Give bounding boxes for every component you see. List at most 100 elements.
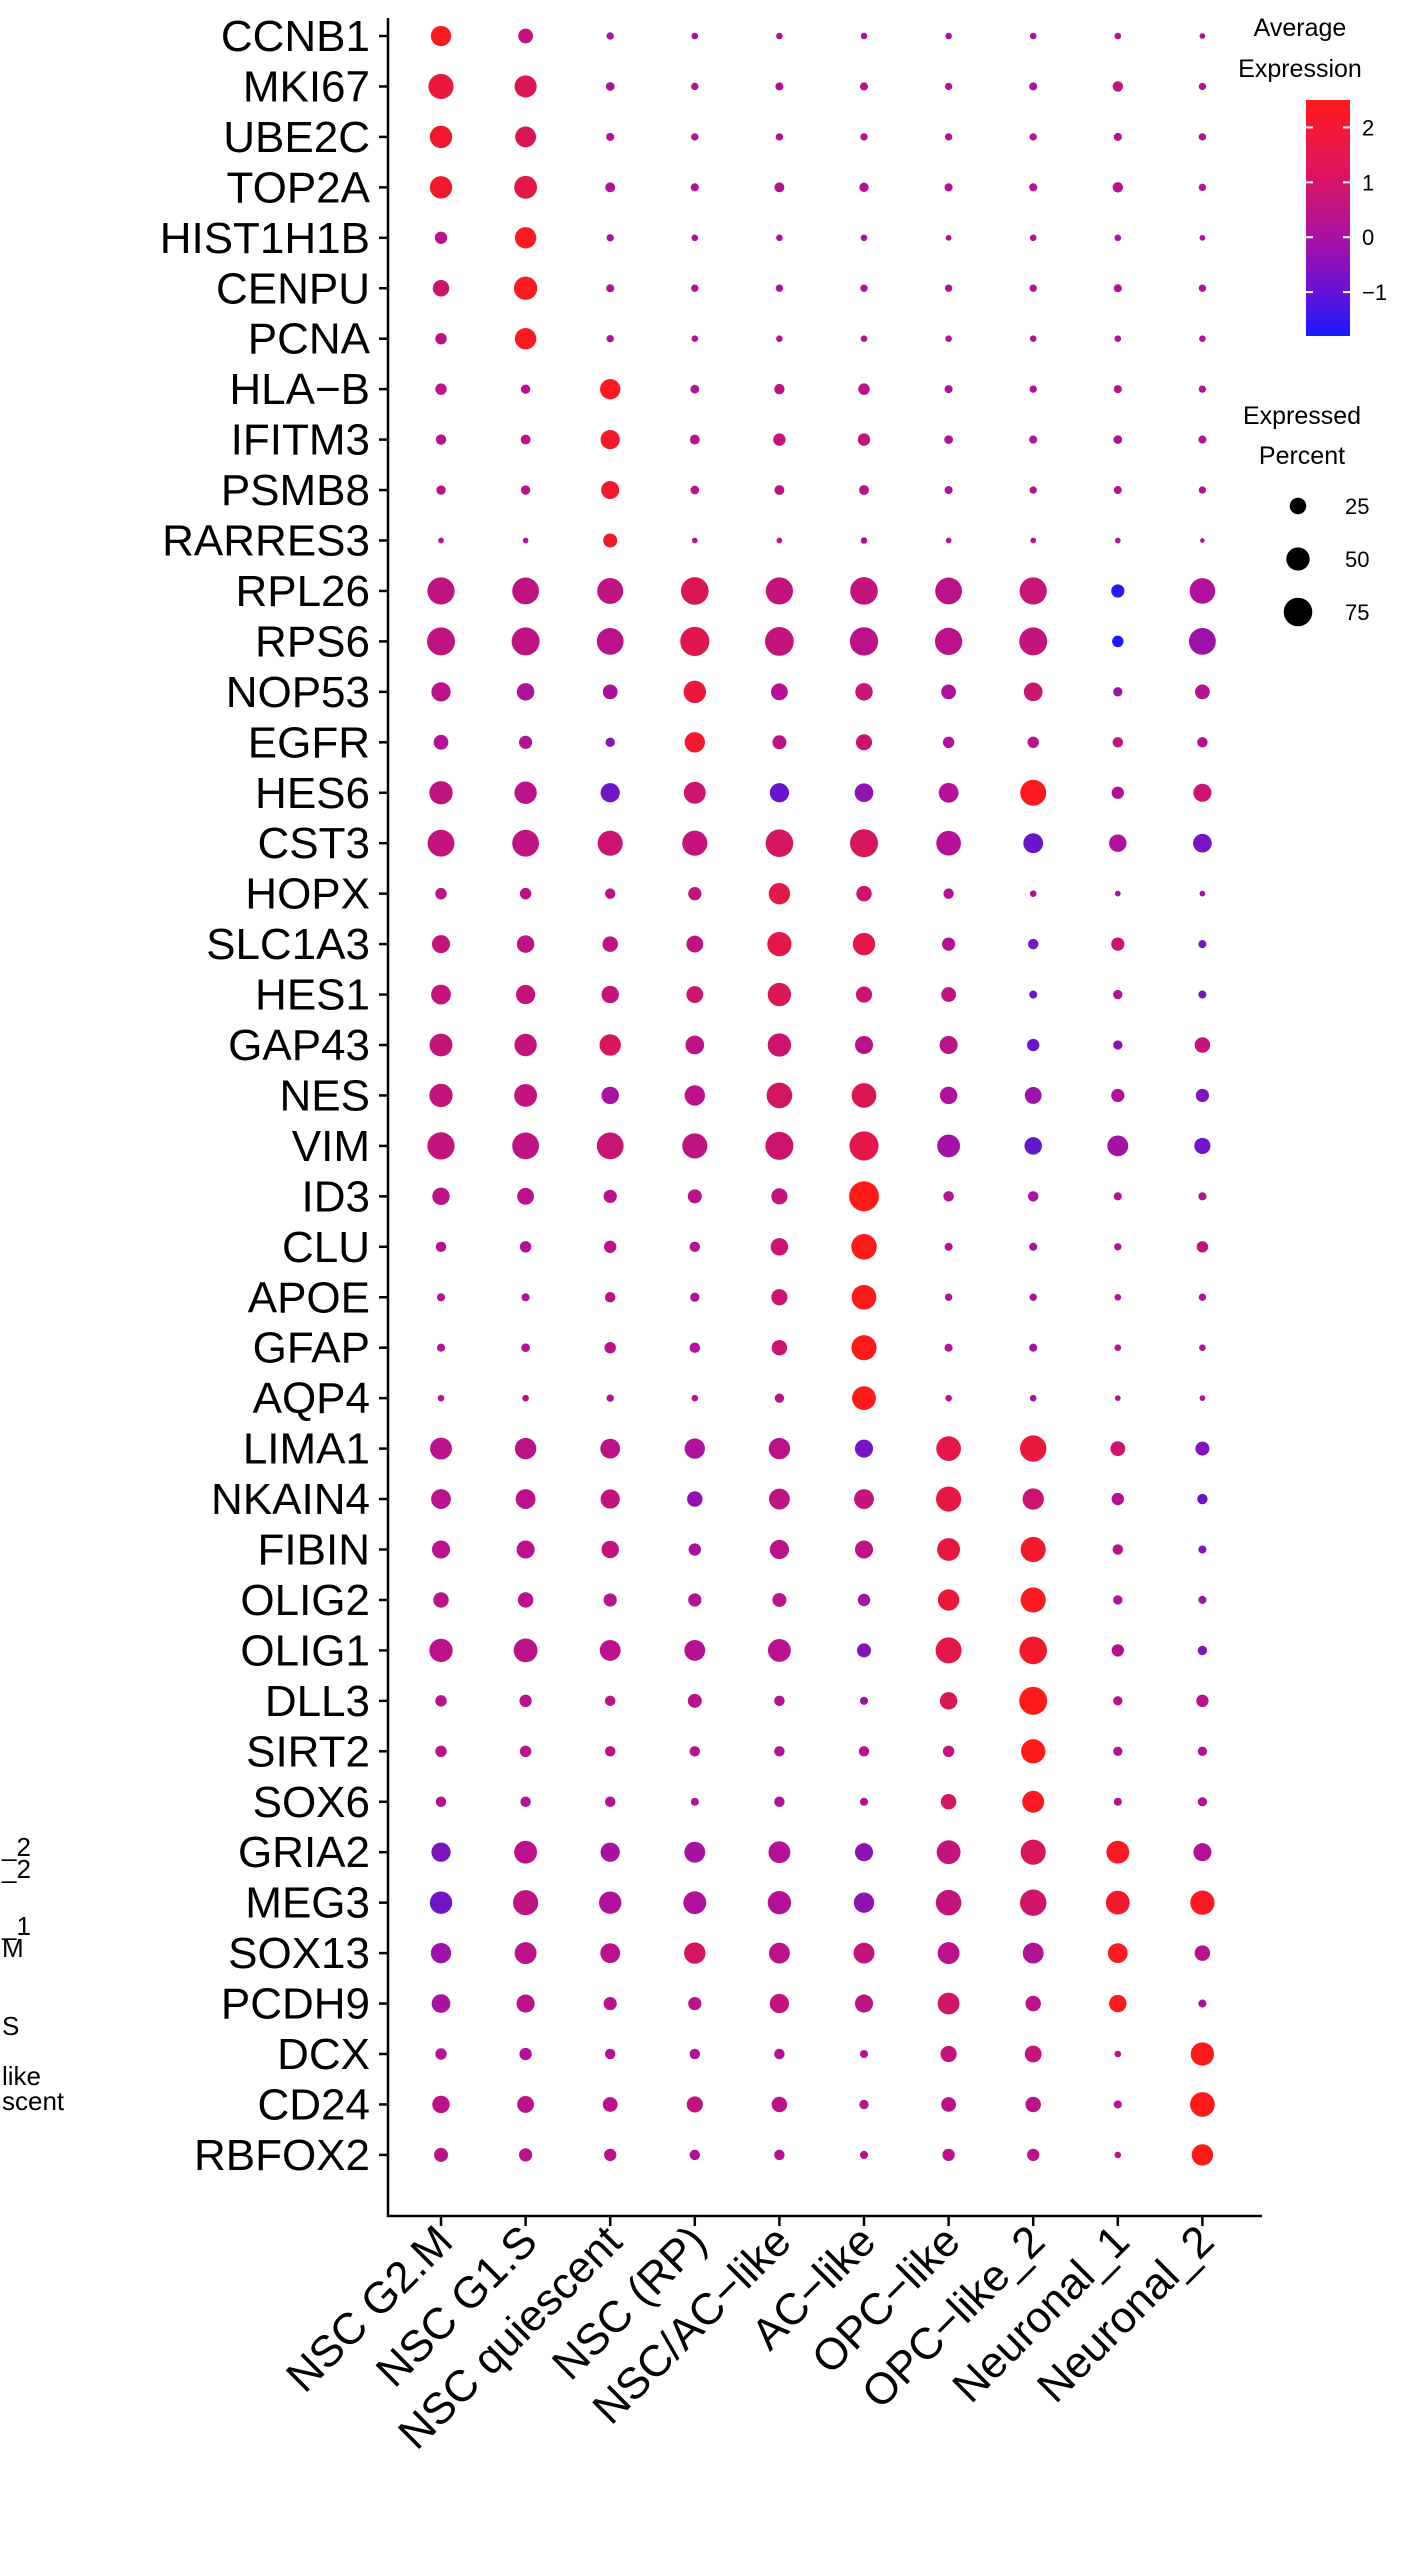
dot-rps6-6 <box>934 627 963 656</box>
dot-ifitm3-4 <box>773 433 786 446</box>
dot-hist1h1b-7 <box>1029 234 1037 242</box>
dot-hes6-8 <box>1111 786 1124 799</box>
dot-nkain4-5 <box>854 1489 874 1509</box>
gene-label: ID3 <box>302 1172 370 1221</box>
gene-label: FIBIN <box>258 1526 370 1575</box>
dot-hopx-5 <box>856 885 872 902</box>
dot-nop53-0 <box>431 682 451 702</box>
dot-nop53-9 <box>1195 684 1210 700</box>
dot-hopx-1 <box>519 887 532 900</box>
dot-ccnb1-1 <box>518 28 533 44</box>
gene-label: HLA−B <box>229 365 370 414</box>
gene-label: CD24 <box>258 2080 371 2129</box>
dot-pcna-5 <box>860 335 868 343</box>
dot-gria2-7 <box>1020 1839 1046 1865</box>
dot-hla−b-8 <box>1113 385 1122 394</box>
dot-top2a-9 <box>1198 183 1207 192</box>
gene-label: TOP2A <box>227 163 371 212</box>
dot-fibin-2 <box>601 1540 619 1559</box>
dot-ube2c-1 <box>515 126 537 148</box>
dot-clu-1 <box>519 1241 532 1253</box>
dot-sox13-8 <box>1107 1943 1128 1963</box>
dot-hla−b-4 <box>774 383 785 395</box>
dot-sox6-3 <box>690 1797 699 1806</box>
dot-gap43-6 <box>939 1035 958 1055</box>
dot-pcna-8 <box>1114 335 1122 343</box>
x-axis-ticks <box>439 2216 1204 2226</box>
dot-gria2-4 <box>768 1841 791 1864</box>
dot-sox13-7 <box>1022 1942 1044 1964</box>
dot-hes1-2 <box>601 985 619 1004</box>
dot-gria2-5 <box>854 1843 874 1862</box>
dot-dll3-2 <box>604 1695 616 1707</box>
dot-olig2-8 <box>1113 1595 1123 1605</box>
dot-clu-0 <box>435 1241 447 1253</box>
dot-nes-5 <box>851 1083 877 1108</box>
size-legend-dot <box>1286 547 1310 571</box>
dot-sirt2-2 <box>604 1746 616 1757</box>
dot-gap43-7 <box>1027 1038 1040 1052</box>
dot-nop53-5 <box>855 683 873 701</box>
cropped-legend-text: _1 <box>1 1911 31 1941</box>
size-legend-title-line1: Expressed <box>1243 402 1361 430</box>
dot-hopx-3 <box>688 887 702 901</box>
dot-rps6-1 <box>511 627 540 656</box>
dot-ccnb1-5 <box>860 32 868 40</box>
dot-olig1-3 <box>684 1639 706 1661</box>
dot-rarres3-3 <box>691 537 698 544</box>
dot-aqp4-2 <box>606 1394 614 1402</box>
dot-cst3-4 <box>765 829 794 858</box>
dot-sox6-5 <box>859 1797 869 1806</box>
gene-labels: CCNB1MKI67UBE2CTOP2AHIST1H1BCENPUPCNAHLA… <box>160 12 371 2180</box>
dot-mki67-9 <box>1198 82 1207 91</box>
dot-ccnb1-6 <box>945 32 952 40</box>
gene-label: IFITM3 <box>231 416 370 465</box>
dot-cenpu-8 <box>1113 284 1122 293</box>
dot-id3-9 <box>1198 1192 1207 1201</box>
gene-label: CST3 <box>258 819 370 868</box>
dot-hopx-9 <box>1199 890 1206 897</box>
dot-clu-4 <box>770 1238 789 1256</box>
dot-gfap-0 <box>436 1343 446 1352</box>
dot-meg3-7 <box>1019 1889 1047 1916</box>
color-legend: Average Expression 2 1 0 −1 <box>1238 14 1387 336</box>
color-tick-label: 0 <box>1362 225 1374 250</box>
dot-rps6-4 <box>765 627 794 656</box>
dot-egfr-3 <box>684 732 705 753</box>
dot-pcna-1 <box>514 328 537 350</box>
dot-cst3-0 <box>427 829 455 857</box>
dot-cd24-3 <box>686 2096 703 2113</box>
gene-label: GAP43 <box>228 1021 370 1070</box>
dot-nkain4-6 <box>936 1486 962 1512</box>
dot-sox6-0 <box>435 1796 447 1807</box>
dot-clu-3 <box>689 1241 701 1253</box>
dot-fibin-9 <box>1198 1545 1207 1554</box>
dot-cst3-6 <box>936 830 961 856</box>
dot-psmb8-7 <box>1029 486 1037 494</box>
dot-dll3-7 <box>1019 1686 1048 1715</box>
dot-ube2c-6 <box>944 133 953 141</box>
size-legend-label: 25 <box>1345 494 1369 519</box>
dot-hist1h1b-6 <box>945 234 952 241</box>
dot-gria2-6 <box>936 1840 961 1865</box>
dot-hes1-4 <box>767 982 792 1007</box>
dot-pcdh9-7 <box>1025 1995 1041 2012</box>
dot-gap43-8 <box>1113 1040 1123 1050</box>
color-tick-label: −1 <box>1362 280 1387 305</box>
dot-dll3-0 <box>435 1695 447 1707</box>
dot-psmb8-5 <box>859 485 869 495</box>
dot-hla−b-6 <box>944 385 953 394</box>
dot-slc1a3-6 <box>942 937 956 951</box>
color-legend-ticks: 2 1 0 −1 <box>1306 115 1387 305</box>
dot-rarres3-4 <box>776 537 783 544</box>
dot-hes6-1 <box>514 781 537 804</box>
dot-fibin-0 <box>431 1540 451 1559</box>
dot-sirt2-9 <box>1197 1746 1208 1756</box>
dot-gap43-9 <box>1194 1037 1211 1053</box>
dot-sox6-4 <box>774 1796 785 1807</box>
dot-ube2c-0 <box>429 125 453 149</box>
dot-id3-3 <box>687 1189 702 1204</box>
dot-hist1h1b-1 <box>514 227 537 249</box>
